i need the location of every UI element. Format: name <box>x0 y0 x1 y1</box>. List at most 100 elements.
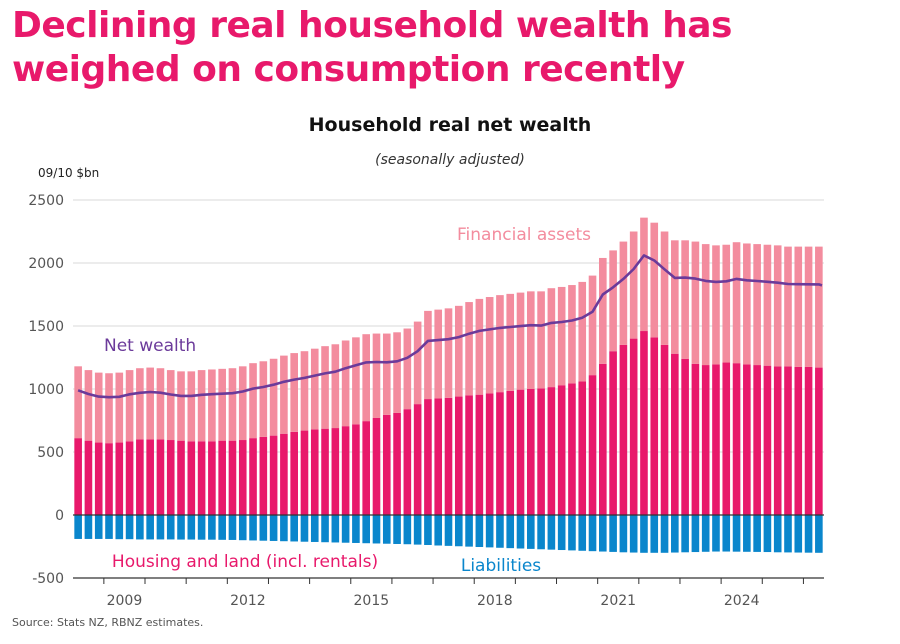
bar-liabilities <box>177 515 185 540</box>
bar-financial <box>681 240 689 359</box>
bar-housing <box>321 428 329 515</box>
y-tick-label-0: 0 <box>55 508 64 524</box>
bar-liabilities <box>187 515 196 540</box>
bar-housing <box>197 441 206 515</box>
bar-housing <box>568 383 576 515</box>
bar-housing <box>105 443 113 515</box>
bar-housing <box>269 435 278 515</box>
bar-housing <box>475 394 484 515</box>
bar-financial <box>743 243 751 365</box>
bar-housing <box>465 395 473 515</box>
bar-financial <box>310 348 319 430</box>
bar-financial <box>166 370 175 441</box>
bar-liabilities <box>424 515 432 545</box>
bar-housing <box>629 338 638 515</box>
bar-liabilities <box>557 515 566 551</box>
y-tick-label-2000: 2000 <box>28 256 64 272</box>
bar-financial <box>156 368 165 440</box>
bar-housing <box>537 388 545 515</box>
bar-housing <box>671 353 679 515</box>
y-tick-label-500: 500 <box>37 445 64 461</box>
bar-liabilities <box>660 515 669 553</box>
bar-financial <box>804 246 813 367</box>
bar-liabilities <box>815 515 823 553</box>
bar-financial <box>115 372 124 443</box>
bar-liabilities <box>249 515 257 541</box>
bar-financial <box>228 368 237 441</box>
bar-financial <box>516 292 525 390</box>
bar-liabilities <box>691 515 700 553</box>
bar-housing <box>166 440 175 515</box>
bar-financial <box>290 353 298 432</box>
bar-financial <box>74 366 82 439</box>
bar-liabilities <box>74 515 82 539</box>
bar-housing <box>249 438 257 515</box>
bar-financial <box>691 241 700 364</box>
headline: Declining real household wealth has weig… <box>12 5 732 90</box>
axes <box>73 514 824 584</box>
bar-housing <box>588 375 597 515</box>
bar-liabilities <box>629 515 638 553</box>
bar-financial <box>321 346 329 429</box>
bar-liabilities <box>454 515 463 547</box>
bar-housing <box>290 431 298 515</box>
bar-liabilities <box>640 515 648 553</box>
bar-housing <box>382 414 391 515</box>
bar-financial <box>537 291 545 389</box>
bar-financial <box>660 231 669 345</box>
bar-financial <box>444 308 453 398</box>
bar-housing <box>94 442 103 515</box>
bar-financial <box>547 288 556 388</box>
bar-housing <box>187 441 196 515</box>
bar-housing <box>712 364 720 515</box>
bar-financial <box>732 242 741 364</box>
bar-housing <box>804 366 813 515</box>
bar-housing <box>773 366 782 515</box>
bar-liabilities <box>310 515 319 542</box>
bar-liabilities <box>619 515 628 553</box>
bar-financial <box>578 281 587 382</box>
bar-liabilities <box>671 515 679 553</box>
series-annotations: Financial assets Net wealth Housing and … <box>104 225 591 576</box>
bar-liabilities <box>372 515 381 544</box>
y-tick-label-2500: 2500 <box>28 193 64 209</box>
x-tick-label-2018: 2018 <box>477 593 513 609</box>
bar-housing <box>156 439 165 515</box>
bar-housing <box>125 441 134 515</box>
bar-housing <box>547 387 556 515</box>
bar-financial <box>588 275 597 376</box>
bar-liabilities <box>208 515 216 540</box>
source-note: Source: Stats NZ, RBNZ estimates. <box>12 616 204 629</box>
bar-liabilities <box>681 515 689 553</box>
bar-liabilities <box>403 515 412 545</box>
bar-housing <box>136 439 144 515</box>
bar-housing <box>763 365 772 515</box>
bar-housing <box>444 397 453 515</box>
bar-liabilities <box>362 515 371 544</box>
bar-liabilities <box>197 515 206 540</box>
bar-financial <box>362 334 371 422</box>
bar-housing <box>310 429 319 515</box>
bar-liabilities <box>94 515 103 539</box>
bar-housing <box>74 438 82 515</box>
bar-financial <box>506 293 515 391</box>
bar-housing <box>115 442 124 515</box>
bar-liabilities <box>269 515 278 541</box>
bar-liabilities <box>763 515 772 553</box>
bar-liabilities <box>485 515 494 548</box>
bar-housing <box>578 381 587 515</box>
bar-housing <box>794 366 803 515</box>
bar-financial <box>382 333 391 415</box>
annotation-housing-and-land: Housing and land (incl. rentals) <box>112 552 378 572</box>
bar-financial <box>753 244 761 366</box>
bar-financial <box>434 309 443 399</box>
bar-liabilities <box>773 515 782 553</box>
bar-financial <box>249 363 257 439</box>
bar-liabilities <box>506 515 515 549</box>
bar-housing <box>557 385 566 515</box>
net-wealth-line-layer <box>77 254 823 399</box>
bar-housing <box>403 409 412 515</box>
bar-financial <box>640 217 648 332</box>
bar-housing <box>434 398 443 515</box>
